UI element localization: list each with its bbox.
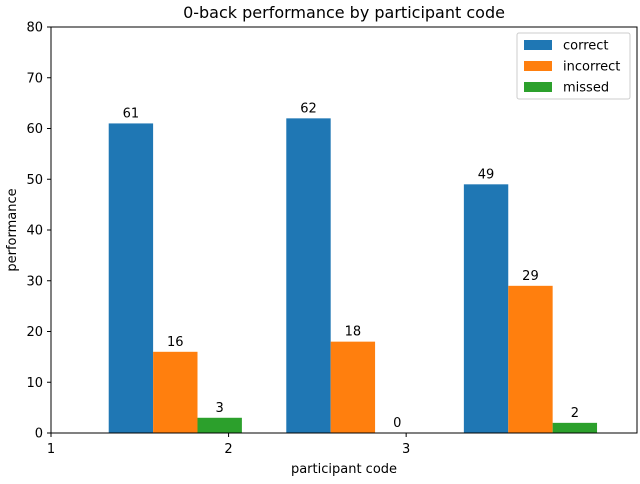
legend-label-correct: correct	[563, 39, 609, 54]
legend: correct incorrect missed	[516, 32, 631, 100]
bar-correct-2	[286, 118, 331, 433]
bar-incorrect-3	[508, 285, 553, 433]
bar-labels-layer: 61 16 3 62 18 0 49 29 2	[123, 101, 579, 431]
y-axis: 0 10 20 30 40 50 60 70 80	[26, 21, 51, 442]
bar-value-label: 62	[300, 101, 317, 116]
bar-incorrect-2	[330, 341, 376, 433]
x-tick-label: 1	[47, 442, 55, 457]
y-tick-label: 70	[26, 71, 43, 86]
bar-value-label: 3	[216, 401, 224, 416]
y-tick-label: 80	[26, 21, 43, 36]
y-tick-label: 50	[26, 173, 43, 188]
x-tick-label: 3	[402, 442, 410, 457]
bar-correct-1	[108, 123, 154, 434]
legend-swatch-incorrect	[524, 61, 552, 71]
bar-correct-3	[463, 184, 509, 433]
legend-swatch-correct	[524, 40, 552, 50]
bars-layer	[108, 118, 598, 434]
bar-missed-1	[197, 417, 242, 433]
y-axis-label: performance	[5, 188, 20, 271]
legend-swatch-missed	[524, 82, 552, 92]
bar-value-label: 0	[393, 416, 401, 431]
bar-value-label: 2	[571, 406, 579, 421]
y-tick-label: 20	[26, 325, 43, 340]
legend-label-incorrect: incorrect	[563, 60, 620, 75]
x-tick-label: 2	[224, 442, 232, 457]
y-tick-label: 0	[35, 427, 43, 442]
bar-value-label: 16	[167, 335, 184, 350]
x-axis-label: participant code	[291, 462, 397, 477]
x-axis: 1 2 3	[47, 433, 410, 457]
bar-value-label: 29	[522, 269, 539, 284]
bar-missed-3	[552, 422, 598, 433]
chart-title: 0-back performance by participant code	[183, 3, 505, 22]
y-tick-label: 30	[26, 274, 43, 289]
y-tick-label: 40	[26, 224, 43, 239]
y-tick-label: 10	[26, 376, 43, 391]
legend-label-missed: missed	[563, 81, 609, 96]
bar-incorrect-1	[153, 351, 198, 433]
bar-value-label: 49	[478, 167, 495, 182]
y-tick-label: 60	[26, 122, 43, 137]
bar-value-label: 61	[123, 106, 140, 121]
bar-value-label: 18	[345, 325, 362, 340]
